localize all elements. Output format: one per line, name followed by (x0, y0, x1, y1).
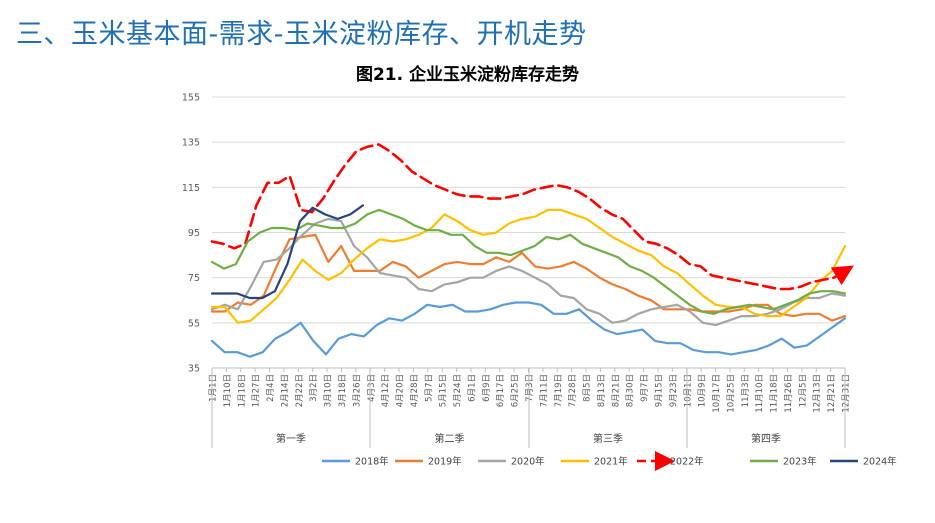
legend-label: 2019年 (428, 456, 462, 468)
x-tick-label: 3月10日 (324, 374, 334, 407)
y-tick-label: 35 (188, 364, 200, 375)
x-tick-label: 2月4日 (266, 374, 276, 402)
series-line-2019年 (210, 233, 847, 322)
x-tick-label: 4月20日 (396, 374, 406, 407)
x-tick-label: 8月13日 (597, 374, 607, 407)
x-tick-label: 2月14日 (280, 374, 290, 407)
x-tick-label: 12月21日 (827, 374, 837, 413)
x-tick-label: 6月25日 (511, 374, 521, 407)
series-line-2024年 (210, 204, 364, 300)
x-tick-label: 11月3日 (741, 374, 751, 407)
x-tick-label: 7月28日 (568, 374, 578, 407)
x-tick-label: 11月18日 (770, 374, 780, 413)
x-tick-label: 1月1日 (209, 374, 219, 402)
y-tick-label: 155 (182, 93, 200, 104)
x-tick-label: 10月17日 (712, 374, 722, 413)
legend-label: 2020年 (511, 456, 545, 468)
x-tick-label: 6月9日 (482, 374, 492, 402)
x-tick-label: 7月19日 (554, 374, 564, 407)
x-tick-label: 1月27日 (252, 374, 262, 407)
series-line-2023年 (210, 208, 847, 315)
x-tick-label: 11月26日 (784, 374, 794, 413)
legend-label: 2021年 (594, 456, 628, 468)
y-tick-label: 75 (188, 273, 200, 284)
x-tick-label: 3月18日 (338, 374, 348, 407)
y-tick-label: 95 (188, 228, 200, 239)
x-tick-label: 10月1日 (683, 374, 693, 407)
x-tick-label: 5月7日 (424, 374, 434, 402)
x-tick-label: 6月1日 (467, 374, 477, 402)
x-tick-label: 8月5日 (583, 374, 593, 402)
series-line-2022年 (210, 143, 854, 291)
legend-label: 2022年 (670, 456, 704, 468)
x-tick-label: 11月10日 (755, 374, 765, 413)
y-tick-label: 55 (188, 318, 200, 329)
chart-title: 图21. 企业玉米淀粉库存走势 (355, 65, 580, 85)
series-line-2018年 (210, 301, 847, 358)
x-tick-label: 5月15日 (439, 374, 449, 407)
x-tick-label: 9月15日 (654, 374, 664, 407)
x-tick-label: 9月7日 (640, 374, 650, 402)
x-tick-label: 8月30日 (626, 374, 636, 407)
series-line-2020年 (210, 217, 847, 327)
quarter-label: 第一季 (276, 432, 306, 445)
quarter-label: 第四季 (751, 432, 781, 445)
x-tick-label: 7月11日 (539, 374, 549, 407)
x-tick-label: 9月23日 (669, 374, 679, 407)
x-tick-label: 4月28日 (410, 374, 420, 407)
x-tick-label: 1月10日 (223, 374, 233, 407)
x-tick-label: 3月2日 (309, 374, 319, 402)
x-tick-label: 8月21日 (611, 374, 621, 407)
y-tick-label: 135 (182, 138, 200, 149)
quarter-label: 第三季 (593, 432, 623, 445)
legend-label: 2018年 (355, 456, 389, 468)
x-tick-label: 12月5日 (798, 374, 808, 407)
y-tick-label: 115 (182, 183, 200, 194)
x-tick-label: 4月12日 (381, 374, 391, 407)
x-tick-label: 3月26日 (352, 374, 362, 407)
legend-label: 2024年 (863, 456, 897, 468)
x-tick-label: 10月9日 (698, 374, 708, 407)
legend-label: 2023年 (783, 456, 817, 468)
x-tick-label: 6月17日 (496, 374, 506, 407)
x-tick-label: 5月24日 (453, 374, 463, 407)
x-tick-label: 4月3日 (367, 374, 377, 402)
x-tick-label: 10月25日 (726, 374, 736, 413)
section-title: 三、玉米基本面-需求-玉米淀粉库存、开机走势 (16, 19, 587, 50)
x-tick-label: 12月31日 (842, 374, 852, 413)
quarter-label: 第二季 (435, 432, 465, 445)
x-tick-label: 1月18日 (237, 374, 247, 407)
x-tick-label: 2月22日 (295, 374, 305, 407)
x-tick-label: 7月3日 (525, 374, 535, 402)
x-tick-label: 12月13日 (813, 374, 823, 413)
